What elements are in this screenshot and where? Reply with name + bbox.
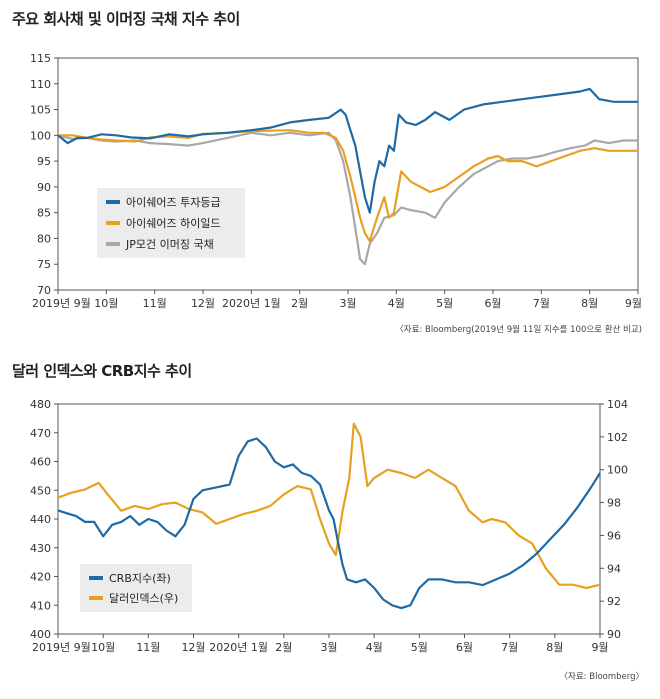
chart1-series-line-2 bbox=[58, 129, 638, 243]
chart2-left-tick-label: 460 bbox=[30, 456, 51, 469]
chart1-y-tick-label: 115 bbox=[30, 52, 51, 65]
chart2-svg: 400 410 420 430 440 450 460 470 480 90 92 94 96 98 100… bbox=[30, 398, 644, 682]
chart2-left-tick-label: 400 bbox=[30, 628, 51, 641]
chart2-left-tick-label: 480 bbox=[30, 398, 51, 411]
chart2-x-tick-label: 3월 bbox=[320, 641, 337, 654]
chart2-right-tick-label: 102 bbox=[607, 431, 628, 444]
chart1-series-line-1 bbox=[57, 87, 638, 214]
chart1-y-tick-label: 85 bbox=[37, 207, 51, 220]
chart1-x-tick-label: 5월 bbox=[436, 297, 453, 310]
chart1-x-tick-label: 2020년 1월 bbox=[222, 297, 281, 310]
chart2-right-tick-label: 94 bbox=[607, 562, 621, 575]
chart2-series-line-2 bbox=[57, 422, 601, 590]
chart2-left-tick-label: 440 bbox=[30, 513, 51, 526]
chart2-x-tick-label: 10월 bbox=[91, 641, 115, 654]
chart1-y-tick-label: 75 bbox=[37, 258, 51, 271]
chart1-x-tick-label: 6월 bbox=[484, 297, 501, 310]
chart2-left-tick-label: 420 bbox=[30, 571, 51, 584]
chart2-right-tick-label: 100 bbox=[607, 464, 628, 477]
chart1-x-tick-label: 4월 bbox=[388, 297, 405, 310]
chart1-y-tick-label: 90 bbox=[37, 181, 51, 194]
chart2-left-tick-label: 430 bbox=[30, 542, 51, 555]
chart2-right-tick-label: 96 bbox=[607, 529, 621, 542]
chart2-x-tick-label: 6월 bbox=[456, 641, 473, 654]
chart1-source-note: 〈자료: Bloomberg(2019년 9월 11일 지수를 100으로 환산… bbox=[395, 324, 642, 335]
chart2-legend-box bbox=[80, 564, 192, 612]
chart1-y-tick-label: 105 bbox=[30, 104, 51, 117]
chart1-x-tick-label: 2월 bbox=[291, 297, 308, 310]
chart2-x-tick-label: 11월 bbox=[136, 641, 160, 654]
chart2-left-tick-label: 470 bbox=[30, 427, 51, 440]
chart1-svg: 70 75 80 85 90 95 100 105 110 115 2019년 9월 10월 11월 12… bbox=[30, 52, 642, 335]
chart1-x-tick-label: 2019년 9월 bbox=[32, 297, 91, 310]
chart2-title: 달러 인덱스와 CRB지수 추이 bbox=[12, 362, 192, 380]
chart1-x-tick-label: 10월 bbox=[94, 297, 118, 310]
chart2-x-tick-label: 2020년 1월 bbox=[209, 641, 268, 654]
chart2-left-tick-label: 450 bbox=[30, 484, 51, 497]
chart2-x-tick-label: 9월 bbox=[591, 641, 608, 654]
chart2-legend-label: 달러인덱스(우) bbox=[109, 592, 178, 605]
chart1-x-tick-label: 12월 bbox=[191, 297, 215, 310]
chart2-x-tick-label: 2월 bbox=[275, 641, 292, 654]
chart2-right-tick-label: 90 bbox=[607, 628, 621, 641]
chart1-legend-box bbox=[97, 188, 245, 258]
chart1-x-tick-label: 11월 bbox=[143, 297, 167, 310]
chart1-y-tick-label: 80 bbox=[37, 232, 51, 245]
chart1-y-tick-label: 100 bbox=[30, 129, 51, 142]
chart2-right-tick-label: 92 bbox=[607, 595, 621, 608]
chart2-legend-label: CRB지수(좌) bbox=[109, 572, 171, 585]
chart2-series-line-1 bbox=[57, 437, 601, 610]
chart2-x-tick-label: 4월 bbox=[366, 641, 383, 654]
chart1-y-tick-label: 110 bbox=[30, 78, 51, 91]
chart1-series-line-3 bbox=[57, 131, 638, 266]
chart2-x-tick-label: 8월 bbox=[546, 641, 563, 654]
chart1-title: 주요 회사채 및 이머징 국채 지수 추이 bbox=[12, 10, 240, 28]
chart1-legend-label: JP모건 이머징 국채 bbox=[125, 238, 214, 251]
chart2-x-tick-label: 5월 bbox=[411, 641, 428, 654]
chart2-right-tick-label: 104 bbox=[607, 398, 628, 411]
chart1-legend-label: 아이쉐어즈 투자등급 bbox=[126, 196, 221, 209]
chart1-x-tick-label: 3월 bbox=[339, 297, 356, 310]
chart1-legend-label: 아이쉐어즈 하이일드 bbox=[126, 216, 221, 230]
chart1-x-tick-label: 7월 bbox=[533, 297, 550, 310]
chart1-y-tick-label: 95 bbox=[37, 155, 51, 168]
chart2-x-tick-label: 7월 bbox=[501, 641, 518, 654]
chart2-x-tick-label: 12월 bbox=[181, 641, 205, 654]
chart2-left-tick-label: 410 bbox=[30, 599, 51, 612]
chart2-right-tick-label: 98 bbox=[607, 497, 621, 510]
chart1-x-tick-label: 8월 bbox=[581, 297, 598, 310]
chart1-y-tick-label: 70 bbox=[37, 284, 51, 297]
chart2-source-note: 〈자료: Bloomberg〉 bbox=[560, 672, 644, 682]
chart1-x-tick-label: 9월 bbox=[625, 297, 642, 310]
chart2-x-tick-label: 2019년 9월 bbox=[32, 641, 91, 654]
